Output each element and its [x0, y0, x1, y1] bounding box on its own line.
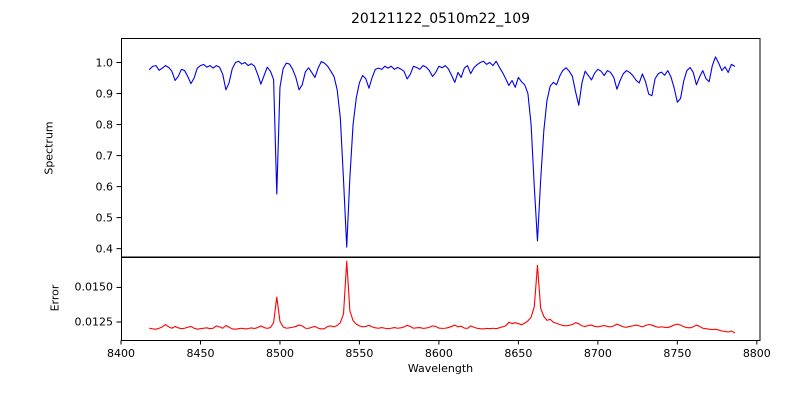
error-y-axis-label: Error — [48, 284, 62, 312]
x-tick-label-8800: 8800 — [742, 347, 771, 360]
error-y-tick-label-0.0150: 0.0150 — [74, 280, 114, 294]
spectrum-y-tick-label-0.9: 0.9 — [95, 87, 114, 101]
spectrum-panel-frame — [121, 38, 761, 258]
error-line — [149, 260, 736, 334]
spectrum-y-tick-label-0.7: 0.7 — [95, 149, 114, 163]
x-tick-label-8550: 8550 — [345, 347, 374, 360]
spectrum-line — [149, 56, 736, 248]
spectrum-y-axis-label: Spectrum — [42, 121, 56, 175]
x-tick-label-8650: 8650 — [504, 347, 533, 360]
x-tick-label-8450: 8450 — [186, 347, 215, 360]
spectrum-y-tick-label-0.6: 0.6 — [95, 180, 114, 194]
error-panel-frame — [121, 257, 761, 341]
x-tick-label-8600: 8600 — [424, 347, 453, 360]
error-y-tick-label-0.0125: 0.0125 — [74, 315, 114, 329]
x-tick-label-8500: 8500 — [265, 347, 294, 360]
spectrum-y-tick-label-1.0: 1.0 — [95, 56, 114, 69]
chart-title: 20121122_0510m22_109 — [350, 11, 531, 27]
x-axis-label: Wavelength — [407, 362, 474, 375]
spectrum-y-tick-label-0.5: 0.5 — [95, 211, 114, 225]
x-tick-label-8750: 8750 — [663, 347, 692, 360]
spectrum-y-tick-label-0.4: 0.4 — [95, 242, 114, 256]
x-tick-label-8700: 8700 — [583, 347, 612, 360]
spectrum-y-tick-label-0.8: 0.8 — [95, 118, 114, 132]
x-tick-label-8400: 8400 — [107, 347, 135, 360]
